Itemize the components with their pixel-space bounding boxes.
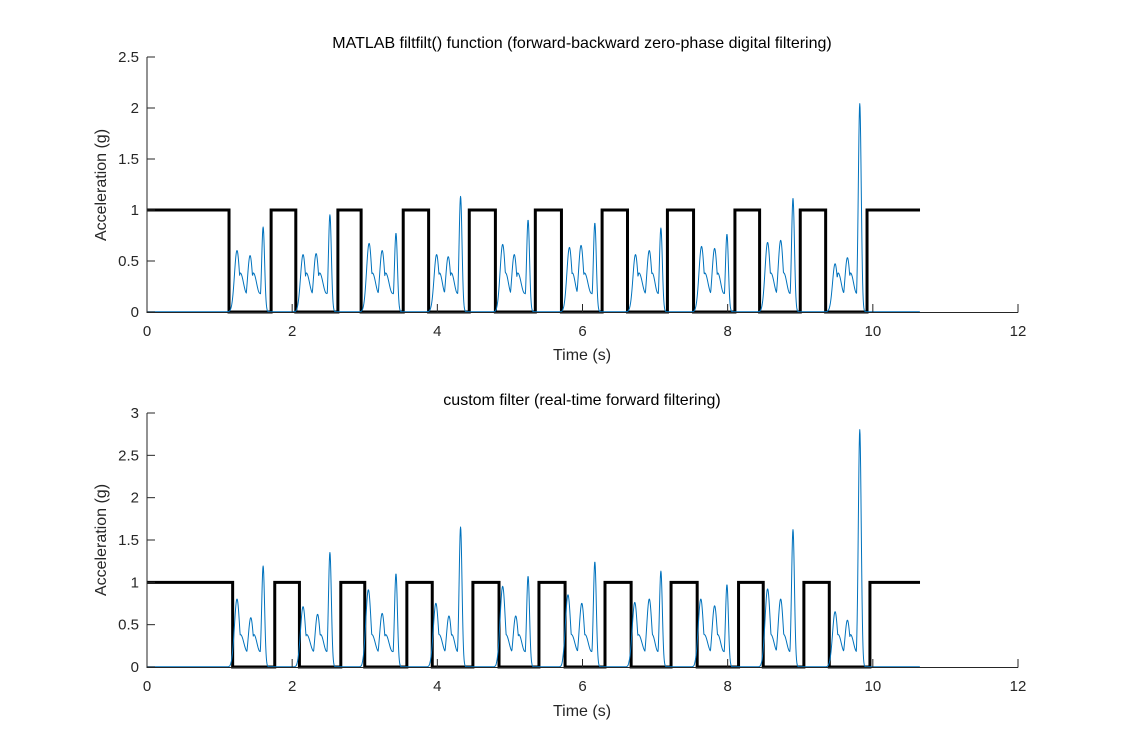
x-axis-label: Time (s) <box>553 347 611 364</box>
y-tick-label: 1 <box>131 202 139 219</box>
subplot-custom-filter: custom filter (real-time forward filteri… <box>93 392 1026 720</box>
subplot-title: MATLAB filtfilt() function (forward-back… <box>332 35 831 52</box>
y-tick-label: 2.5 <box>118 447 139 464</box>
y-tick-label: 2 <box>131 100 139 117</box>
x-tick-label: 6 <box>578 678 586 695</box>
x-tick-label: 2 <box>288 678 296 695</box>
acceleration-signal-line <box>146 429 921 668</box>
x-tick-label: 8 <box>723 678 731 695</box>
x-tick-label: 6 <box>578 323 586 340</box>
step-gate-line <box>147 208 921 314</box>
y-tick-label: 1.5 <box>118 532 139 549</box>
x-tick-group: 0 2 4 6 8 10 12 <box>143 304 1027 340</box>
y-tick-label: 2.5 <box>118 49 139 66</box>
y-axis-label: Acceleration (g) <box>93 129 110 241</box>
y-tick-label: 3 <box>131 405 139 422</box>
x-tick-group: 0 2 4 6 8 10 12 <box>143 659 1027 695</box>
x-tick-label: 10 <box>864 323 881 340</box>
x-tick-label: 12 <box>1010 678 1027 695</box>
acceleration-signal-line <box>146 103 921 313</box>
y-tick-group: 0 0.5 1 1.5 2 2.5 3 <box>118 405 155 676</box>
x-axis <box>146 57 1018 313</box>
subplot-filtfilt: MATLAB filtfilt() function (forward-back… <box>93 35 1026 364</box>
x-axis <box>146 413 1018 668</box>
subplot-title: custom filter (real-time forward filteri… <box>443 392 720 409</box>
x-tick-label: 10 <box>864 678 881 695</box>
y-tick-label: 0.5 <box>118 617 139 634</box>
x-tick-label: 0 <box>143 323 151 340</box>
y-tick-label: 0.5 <box>118 253 139 270</box>
x-tick-label: 4 <box>433 678 441 695</box>
y-tick-label: 0 <box>131 304 139 321</box>
y-tick-label: 1 <box>131 574 139 591</box>
plot-area <box>146 103 921 314</box>
x-tick-label: 8 <box>723 323 731 340</box>
x-tick-label: 2 <box>288 323 296 340</box>
x-tick-label: 4 <box>433 323 441 340</box>
y-axis-label: Acceleration (g) <box>93 484 110 596</box>
plot-area <box>146 429 921 669</box>
y-tick-label: 0 <box>131 659 139 676</box>
y-tick-group: 0 0.5 1 1.5 2 2.5 <box>118 49 155 321</box>
x-tick-label: 12 <box>1010 323 1027 340</box>
y-tick-label: 2 <box>131 490 139 507</box>
x-axis-label: Time (s) <box>553 703 611 720</box>
x-tick-label: 0 <box>143 678 151 695</box>
y-tick-label: 1.5 <box>118 151 139 168</box>
step-gate-line <box>147 580 921 669</box>
